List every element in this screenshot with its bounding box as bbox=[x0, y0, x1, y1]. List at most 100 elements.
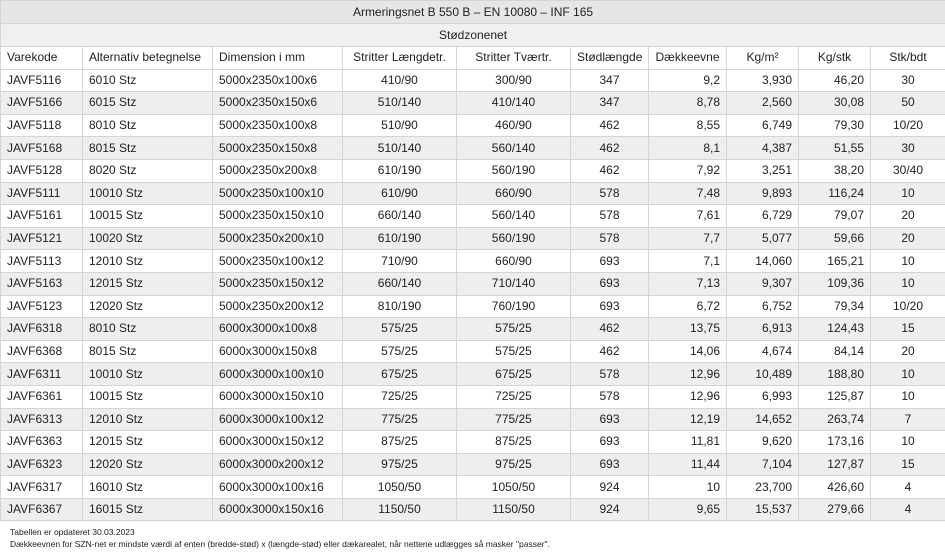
table-row: JAVF5121 10020 Stz 5000x2350x200x10 610/190… bbox=[0, 226, 945, 251]
cell-stritter-laengdetr: 775/25 bbox=[342, 407, 457, 432]
cell-stritter-laengdetr: 610/190 bbox=[342, 158, 457, 183]
cell-stodlaengde: 693 bbox=[570, 407, 649, 432]
cell-alternativ-betegnelse: 12015 Stz bbox=[82, 430, 213, 454]
cell-dimension: 6000x3000x150x10 bbox=[212, 384, 343, 409]
cell-varekode: JAVF5111 bbox=[0, 181, 83, 206]
cell-stritter-laengdetr: 675/25 bbox=[342, 362, 457, 386]
cell-varekode: JAVF6317 bbox=[0, 475, 83, 499]
cell-stritter-laengdetr: 875/25 bbox=[342, 430, 457, 454]
cell-kg-stk: 426,60 bbox=[798, 475, 871, 499]
cell-stk-bdt: 10 bbox=[869, 249, 945, 273]
cell-stk-bdt: 4 bbox=[869, 497, 945, 522]
cell-stritter-tvaertr: 660/90 bbox=[456, 181, 571, 206]
cell-kg-stk: 84,14 bbox=[798, 339, 871, 364]
footnotes: Tabellen er opdateret 30.03.2023 Dækkeev… bbox=[10, 526, 550, 550]
cell-stk-bdt: 10/20 bbox=[869, 113, 945, 138]
cell-stritter-tvaertr: 560/190 bbox=[456, 158, 571, 183]
cell-stk-bdt: 50 bbox=[869, 91, 945, 115]
cell-kg-m2: 6,752 bbox=[726, 294, 799, 319]
cell-daekkeevne: 6,72 bbox=[648, 294, 727, 319]
cell-dimension: 6000x3000x100x12 bbox=[212, 407, 343, 432]
col-header-varekode: Varekode bbox=[0, 46, 83, 70]
table-row: JAVF5128 8020 Stz 5000x2350x200x8 610/190 56… bbox=[0, 158, 945, 183]
cell-stritter-laengdetr: 710/90 bbox=[342, 249, 457, 273]
cell-kg-stk: 116,24 bbox=[798, 181, 871, 206]
cell-stritter-tvaertr: 560/140 bbox=[456, 136, 571, 160]
cell-stritter-laengdetr: 660/140 bbox=[342, 271, 457, 296]
cell-dimension: 5000x2350x100x8 bbox=[212, 113, 343, 138]
cell-stritter-tvaertr: 710/140 bbox=[456, 271, 571, 296]
cell-alternativ-betegnelse: 6015 Stz bbox=[82, 91, 213, 115]
cell-daekkeevne: 7,13 bbox=[648, 271, 727, 296]
cell-kg-m2: 4,674 bbox=[726, 339, 799, 364]
table-row: JAVF6313 12010 Stz 6000x3000x100x12 775/25 7… bbox=[0, 407, 945, 432]
cell-varekode: JAVF6368 bbox=[0, 339, 83, 364]
footnote-updated: Tabellen er opdateret 30.03.2023 bbox=[10, 527, 135, 537]
cell-kg-stk: 79,34 bbox=[798, 294, 871, 319]
cell-kg-stk: 51,55 bbox=[798, 136, 871, 160]
cell-stodlaengde: 462 bbox=[570, 113, 649, 138]
cell-stritter-tvaertr: 875/25 bbox=[456, 430, 571, 454]
cell-stritter-laengdetr: 610/190 bbox=[342, 226, 457, 251]
cell-alternativ-betegnelse: 8010 Stz bbox=[82, 113, 213, 138]
cell-stritter-tvaertr: 1050/50 bbox=[456, 475, 571, 499]
cell-varekode: JAVF5161 bbox=[0, 204, 83, 228]
cell-varekode: JAVF6361 bbox=[0, 384, 83, 409]
cell-alternativ-betegnelse: 10015 Stz bbox=[82, 204, 213, 228]
cell-kg-m2: 6,993 bbox=[726, 384, 799, 409]
table-row: JAVF5161 10015 Stz 5000x2350x150x10 660/140… bbox=[0, 204, 945, 228]
cell-stk-bdt: 30 bbox=[869, 68, 945, 93]
cell-dimension: 5000x2350x150x8 bbox=[212, 136, 343, 160]
cell-alternativ-betegnelse: 8015 Stz bbox=[82, 136, 213, 160]
cell-daekkeevne: 10 bbox=[648, 475, 727, 499]
col-header-kg-stk: Kg/stk bbox=[798, 46, 871, 70]
cell-dimension: 5000x2350x100x10 bbox=[212, 181, 343, 206]
cell-daekkeevne: 7,48 bbox=[648, 181, 727, 206]
table-row: JAVF6363 12015 Stz 6000x3000x150x12 875/25 8… bbox=[0, 430, 945, 454]
cell-alternativ-betegnelse: 12010 Stz bbox=[82, 249, 213, 273]
cell-alternativ-betegnelse: 16010 Stz bbox=[82, 475, 213, 499]
header-row: Varekode Alternativ betegnelse Dimension… bbox=[0, 46, 945, 70]
cell-stk-bdt: 15 bbox=[869, 452, 945, 477]
cell-kg-m2: 3,930 bbox=[726, 68, 799, 93]
cell-stritter-laengdetr: 975/25 bbox=[342, 452, 457, 477]
cell-stritter-laengdetr: 1150/50 bbox=[342, 497, 457, 522]
cell-stk-bdt: 15 bbox=[869, 317, 945, 341]
cell-dimension: 5000x2350x100x6 bbox=[212, 68, 343, 93]
col-header-kg-m2: Kg/m² bbox=[726, 46, 799, 70]
cell-stritter-tvaertr: 300/90 bbox=[456, 68, 571, 93]
cell-daekkeevne: 8,1 bbox=[648, 136, 727, 160]
cell-daekkeevne: 8,78 bbox=[648, 91, 727, 115]
cell-stk-bdt: 20 bbox=[869, 204, 945, 228]
col-header-stodlaengde: Stødlængde bbox=[570, 46, 649, 70]
cell-alternativ-betegnelse: 10020 Stz bbox=[82, 226, 213, 251]
cell-varekode: JAVF6323 bbox=[0, 452, 83, 477]
cell-kg-stk: 79,30 bbox=[798, 113, 871, 138]
table-row: JAVF6317 16010 Stz 6000x3000x100x16 1050/50… bbox=[0, 475, 945, 499]
cell-stodlaengde: 462 bbox=[570, 317, 649, 341]
cell-varekode: JAVF5118 bbox=[0, 113, 83, 138]
table-row: JAVF5113 12010 Stz 5000x2350x100x12 710/90 6… bbox=[0, 249, 945, 273]
table-row: JAVF5111 10010 Stz 5000x2350x100x10 610/90 6… bbox=[0, 181, 945, 206]
cell-dimension: 6000x3000x100x8 bbox=[212, 317, 343, 341]
cell-kg-stk: 173,16 bbox=[798, 430, 871, 454]
cell-alternativ-betegnelse: 6010 Stz bbox=[82, 68, 213, 93]
cell-alternativ-betegnelse: 16015 Stz bbox=[82, 497, 213, 522]
cell-stodlaengde: 462 bbox=[570, 158, 649, 183]
cell-stodlaengde: 924 bbox=[570, 475, 649, 499]
cell-alternativ-betegnelse: 10015 Stz bbox=[82, 384, 213, 409]
cell-daekkeevne: 11,44 bbox=[648, 452, 727, 477]
cell-kg-stk: 165,21 bbox=[798, 249, 871, 273]
cell-stodlaengde: 462 bbox=[570, 136, 649, 160]
cell-alternativ-betegnelse: 10010 Stz bbox=[82, 362, 213, 386]
cell-kg-stk: 38,20 bbox=[798, 158, 871, 183]
cell-stodlaengde: 578 bbox=[570, 362, 649, 386]
cell-stritter-laengdetr: 610/90 bbox=[342, 181, 457, 206]
cell-varekode: JAVF5116 bbox=[0, 68, 83, 93]
cell-stk-bdt: 7 bbox=[869, 407, 945, 432]
cell-varekode: JAVF6311 bbox=[0, 362, 83, 386]
table-title: Armeringsnet B 550 B – EN 10080 – INF 16… bbox=[0, 0, 945, 24]
cell-stk-bdt: 10 bbox=[869, 271, 945, 296]
cell-alternativ-betegnelse: 8010 Stz bbox=[82, 317, 213, 341]
cell-stodlaengde: 924 bbox=[570, 497, 649, 522]
